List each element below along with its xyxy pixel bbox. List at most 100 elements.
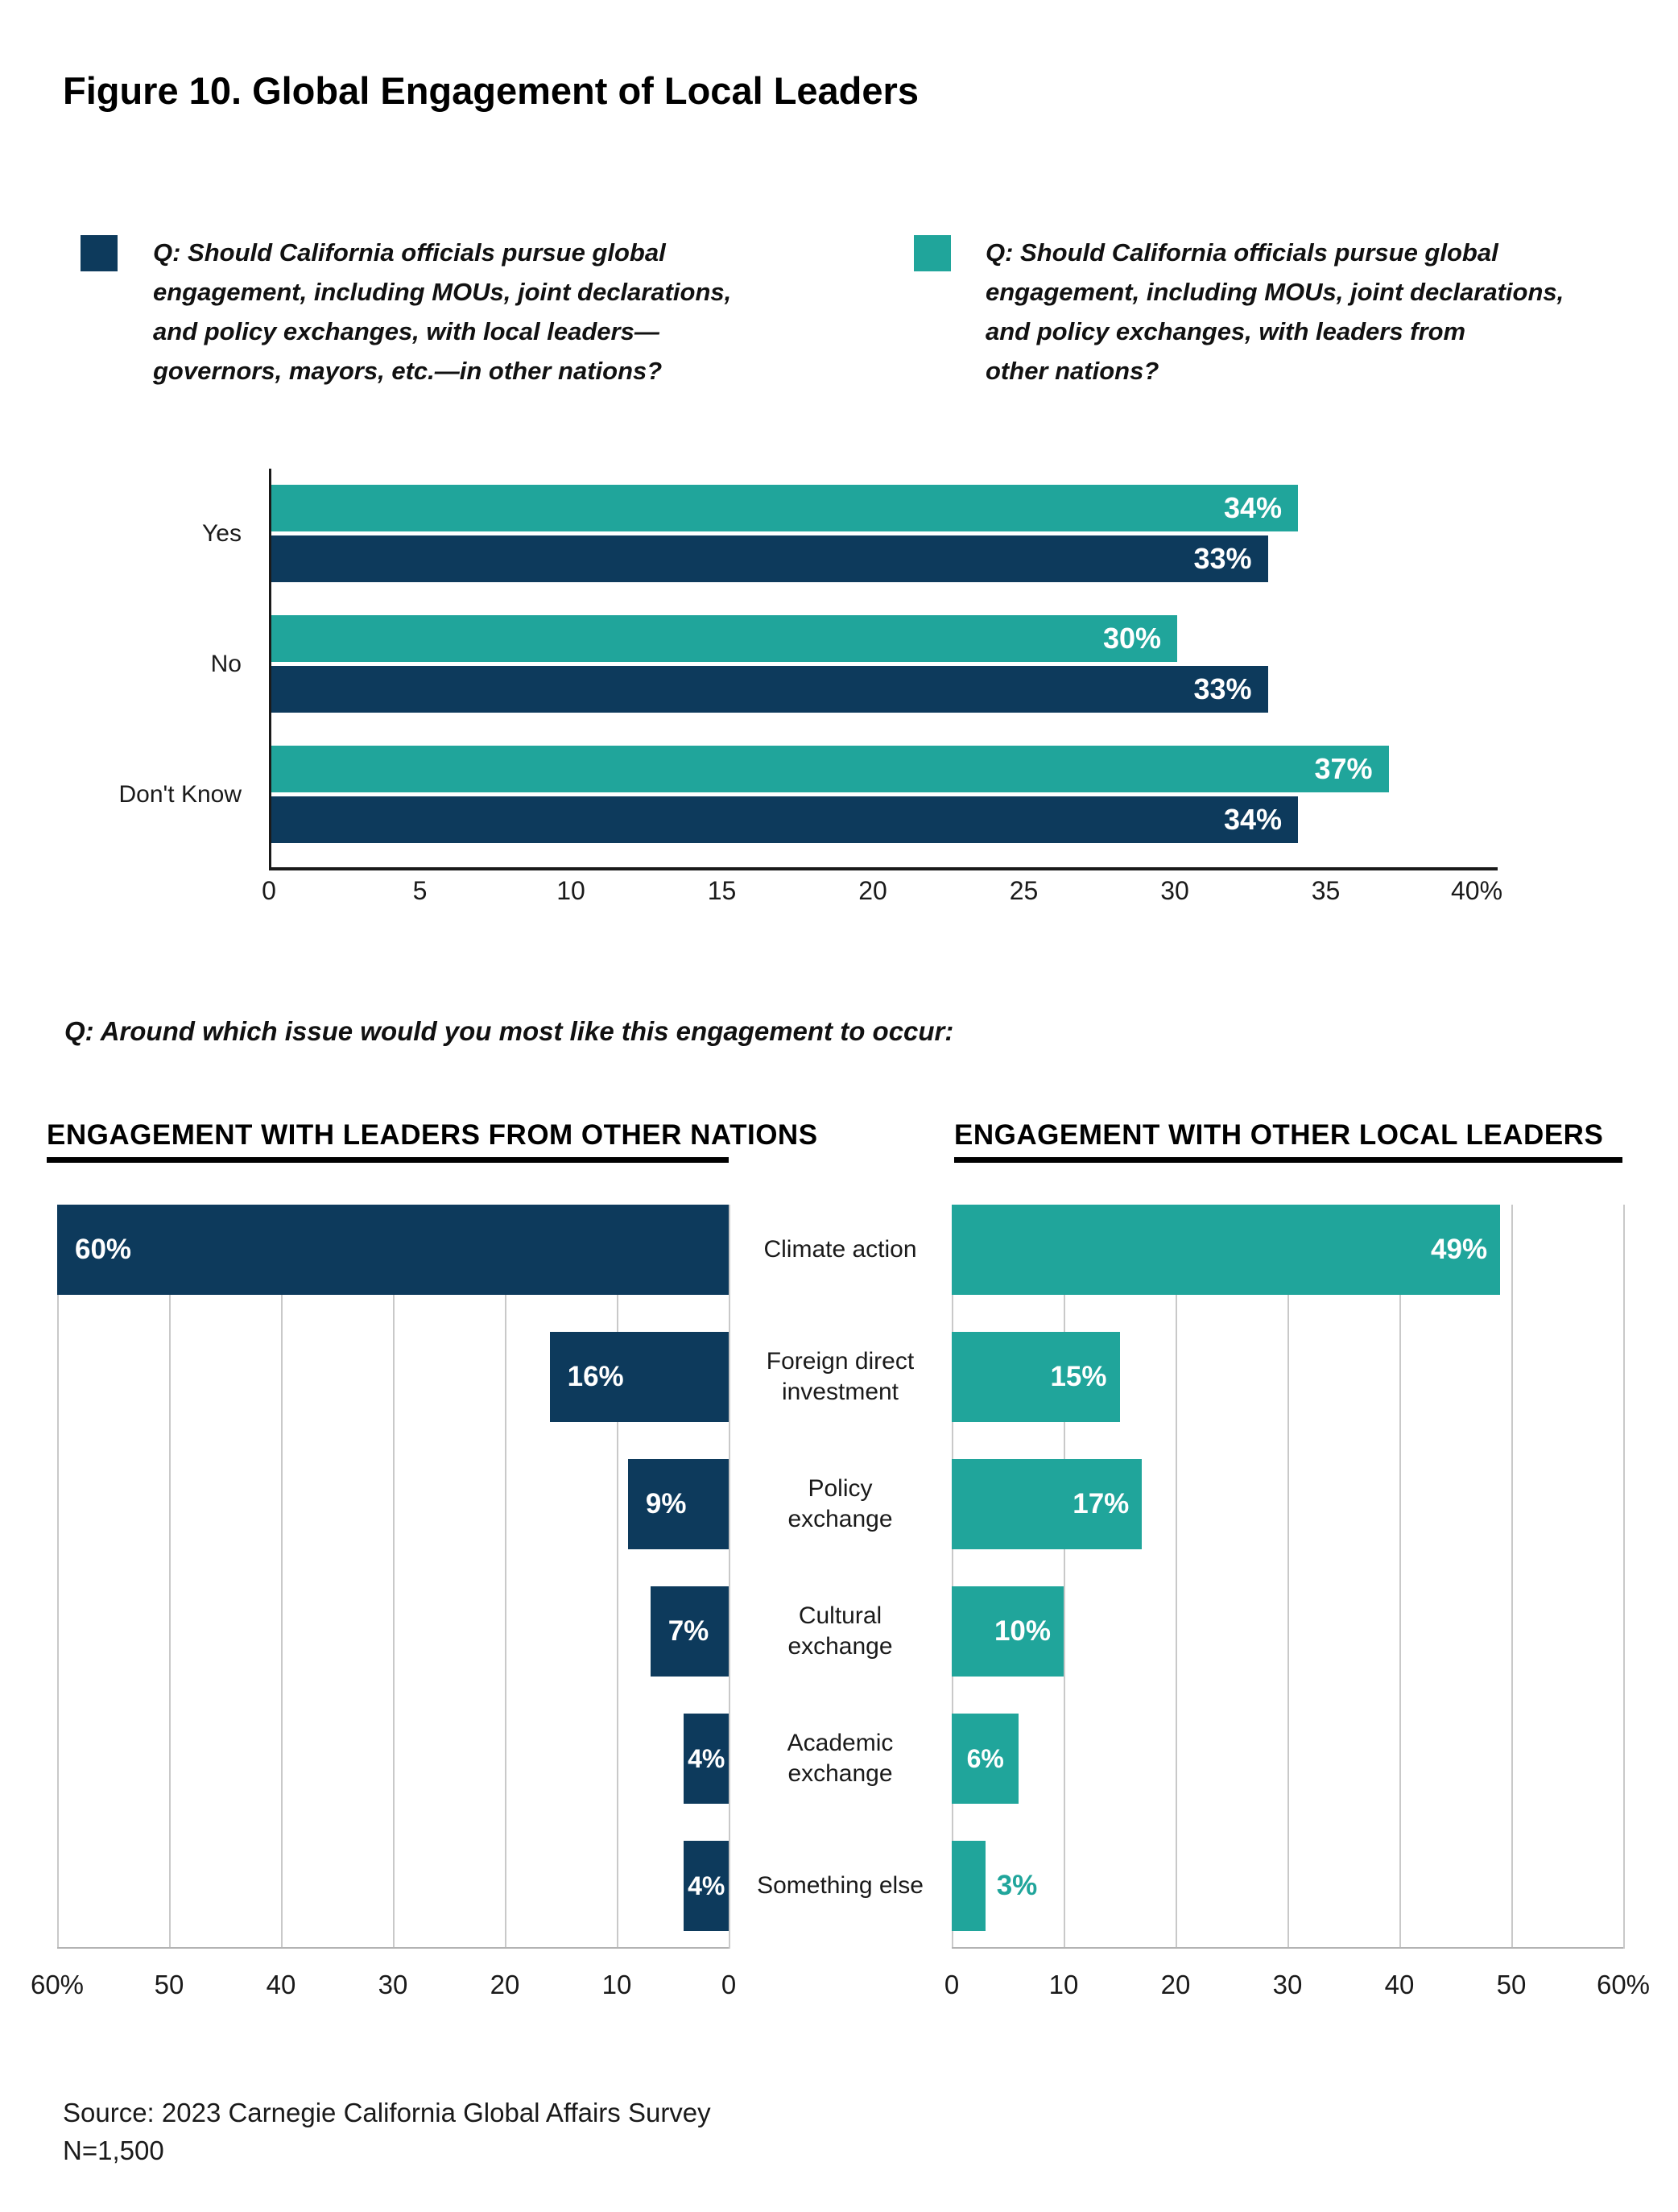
bar: 7% xyxy=(650,1586,729,1677)
axis-line xyxy=(952,1947,1623,1949)
legend-line: Q: Should California officials pursue gl… xyxy=(153,238,666,267)
category-label: Policy exchange xyxy=(729,1459,952,1549)
gridline xyxy=(169,1205,171,1949)
bar: 4% xyxy=(684,1714,729,1804)
bar-value-label: 7% xyxy=(667,1615,709,1647)
legend-line: engagement, including MOUs, joint declar… xyxy=(153,278,732,306)
category-label: Academic exchange xyxy=(729,1714,952,1804)
bar-value-label: 4% xyxy=(688,1871,725,1900)
category-label: Climate action xyxy=(729,1205,952,1295)
category-label-line: exchange xyxy=(787,1760,893,1787)
figure-title: Figure 10. Global Engagement of Local Le… xyxy=(63,69,919,112)
left-chart-x-ticks: 60% 50 40 30 20 10 0 xyxy=(31,1970,736,2010)
x-tick-label: 35 xyxy=(1311,876,1341,905)
category-label-line: investment xyxy=(781,1379,899,1405)
bar-value-label: 30% xyxy=(1102,622,1161,655)
category-label-line: exchange xyxy=(787,1633,893,1660)
bar-value-label: 10% xyxy=(994,1615,1051,1647)
gridline xyxy=(1623,1205,1625,1949)
bar: 10% xyxy=(952,1586,1064,1677)
x-tick-label: 0 xyxy=(262,876,276,905)
bar-value-label: 4% xyxy=(688,1743,725,1773)
category-label: No xyxy=(210,651,242,677)
x-tick-label: 30 xyxy=(378,1970,408,1999)
category-label-line: Climate action xyxy=(763,1236,917,1263)
category-label-line: Foreign direct xyxy=(766,1348,915,1375)
x-axis-line xyxy=(269,867,1498,870)
category-label: Don't Know xyxy=(118,781,242,808)
legend-swatch-navy xyxy=(81,235,118,271)
bar-value-label: 17% xyxy=(1073,1488,1130,1519)
legend-line: engagement, including MOUs, joint declar… xyxy=(986,278,1564,306)
header-underline xyxy=(954,1157,1622,1163)
x-tick-label: 40% xyxy=(1450,876,1503,905)
bar-value-label: 15% xyxy=(1050,1361,1107,1392)
bar-value-label: 6% xyxy=(966,1743,1004,1773)
bar-value-label: 33% xyxy=(1193,672,1252,705)
gridline xyxy=(1287,1205,1289,1949)
category-label: Foreign direct investment xyxy=(729,1332,952,1422)
bar: 3% xyxy=(952,1841,1037,1931)
bar-value-label: 49% xyxy=(1431,1234,1488,1265)
legend-swatch-teal xyxy=(914,235,951,271)
bar-value-label: 9% xyxy=(645,1488,687,1519)
category-label: Yes xyxy=(202,520,242,547)
legend-line: governors, mayors, etc.—in other nations… xyxy=(153,357,663,385)
axis-line xyxy=(57,1947,729,1949)
legend-line: and policy exchanges, with local leaders… xyxy=(153,317,659,345)
x-tick-label: 20 xyxy=(490,1970,520,1999)
gridline xyxy=(281,1205,283,1949)
section-header-other-nations: ENGAGEMENT WITH LEADERS FROM OTHER NATIO… xyxy=(47,1119,818,1151)
right-chart-x-ticks: 0 10 20 30 40 50 60% xyxy=(944,1970,1650,2010)
question-issue-prompt: Q: Around which issue would you most lik… xyxy=(64,1016,954,1046)
category-label-line: exchange xyxy=(787,1506,893,1532)
gridline xyxy=(952,1205,953,1949)
gridline xyxy=(393,1205,395,1949)
gridline xyxy=(57,1205,59,1949)
bar: 49% xyxy=(952,1205,1501,1295)
x-tick-label: 60% xyxy=(30,1970,85,1999)
grouped-bar-chart: Yes 34% 33% No 30% 33% Don't Know 37% 34% 0 5 10 15 2… xyxy=(119,469,1525,920)
source-line: Source: 2023 Carnegie California Global … xyxy=(63,2098,711,2127)
legend-question-local-leaders: Q: Should California officials pursue gl… xyxy=(153,233,845,391)
bar-value-label: 37% xyxy=(1314,752,1373,785)
x-tick-label: 60% xyxy=(1596,1970,1651,1999)
x-tick-label: 40 xyxy=(266,1970,296,1999)
bar-value-label: 33% xyxy=(1193,542,1252,575)
section-header-local-leaders: ENGAGEMENT WITH OTHER LOCAL LEADERS xyxy=(954,1119,1604,1151)
x-tick-label: 15 xyxy=(707,876,737,905)
bar-value-label: 60% xyxy=(75,1234,132,1265)
x-tick-label: 0 xyxy=(721,1970,737,1999)
x-tick-label: 5 xyxy=(412,876,428,905)
bar: 17% xyxy=(952,1459,1143,1549)
bar: 60% xyxy=(57,1205,729,1295)
bar-chart-leaders-from-other-nations: 60% 16% 9% 7% 4% 4% xyxy=(57,1205,730,1949)
legend-line: Q: Should California officials pursue gl… xyxy=(986,238,1498,267)
bar-value-label: 34% xyxy=(1223,803,1282,836)
bar-value-label: 16% xyxy=(567,1361,624,1392)
bar: 16% xyxy=(549,1332,729,1422)
bar: 37% xyxy=(271,746,1389,792)
gridline xyxy=(1399,1205,1401,1949)
y-axis-line xyxy=(269,469,271,869)
bar: 33% xyxy=(271,535,1268,582)
category-label-line: Academic xyxy=(787,1730,894,1756)
bar-chart-other-local-leaders: 49% 15% 17% 10% 6% 3% xyxy=(952,1205,1625,1949)
x-tick-label: 10 xyxy=(601,1970,632,1999)
category-label-line: Policy xyxy=(808,1475,873,1502)
bar: 6% xyxy=(952,1714,1019,1804)
gridline xyxy=(729,1205,730,1949)
category-label-line: Cultural xyxy=(798,1602,882,1629)
bar: 34% xyxy=(271,796,1298,843)
bar: 4% xyxy=(684,1841,729,1931)
bar: 9% xyxy=(627,1459,729,1549)
x-tick-label: 0 xyxy=(944,1970,960,1999)
x-tick-label: 20 xyxy=(1160,1970,1191,1999)
gridline xyxy=(1511,1205,1513,1949)
source-note: Source: 2023 Carnegie California Global … xyxy=(63,2094,711,2169)
x-tick-label: 40 xyxy=(1384,1970,1415,1999)
gridline xyxy=(1064,1205,1065,1949)
bar: 15% xyxy=(952,1332,1120,1422)
legend-line: and policy exchanges, with leaders from xyxy=(986,317,1466,345)
